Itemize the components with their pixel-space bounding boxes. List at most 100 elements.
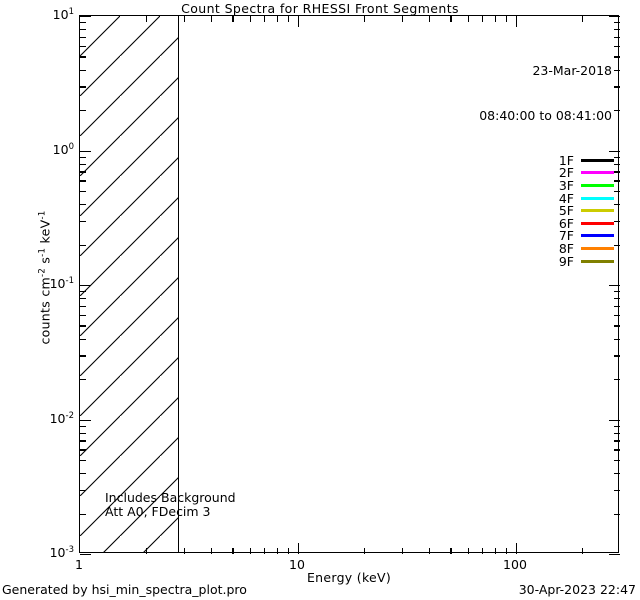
y-major-tick-right: [609, 16, 620, 18]
legend-entry-label: 7F: [558, 228, 574, 244]
hatch-region-boundary-line: [178, 16, 180, 552]
legend-entry-color-swatch: [581, 171, 614, 175]
y-minor-tick: [80, 432, 86, 434]
y-minor-tick-right: [614, 355, 620, 357]
x-minor-tick-top: [581, 16, 583, 22]
y-minor-tick-right: [614, 69, 620, 71]
y-minor-tick: [80, 513, 86, 515]
y-minor-tick: [80, 45, 86, 48]
x-minor-tick: [288, 548, 290, 554]
legend-entry-label: 1F: [558, 152, 574, 168]
y-axis-label-exponent: -3: [65, 544, 74, 555]
y-minor-tick-right: [614, 298, 620, 300]
y-axis-title: counts cm-2 s-1 keV-1: [37, 0, 53, 578]
y-axis-label-base: 10: [49, 545, 66, 560]
y-axis-label-exponent: -1: [65, 275, 74, 286]
x-minor-tick: [467, 548, 469, 554]
legend-date: 23-Mar-2018: [532, 63, 612, 78]
y-minor-tick: [80, 29, 86, 31]
y-major-tick: [80, 285, 91, 287]
x-minor-tick: [232, 548, 234, 554]
y-minor-tick-right: [614, 110, 620, 112]
y-minor-tick: [80, 314, 86, 317]
y-minor-tick: [80, 338, 86, 340]
x-minor-tick: [184, 548, 186, 554]
y-minor-tick: [80, 36, 86, 39]
legend-entry: 7F: [330, 228, 616, 244]
y-axis-label-exponent: 1: [68, 6, 74, 17]
y-minor-tick: [80, 489, 86, 491]
y-minor-tick-right: [614, 220, 620, 222]
y-major-tick-right: [609, 150, 620, 152]
x-axis-label: 100: [503, 557, 527, 572]
legend-entry: 8F: [330, 241, 616, 256]
y-minor-tick: [80, 56, 86, 58]
y-axis-title-mid2: keV: [37, 219, 53, 248]
x-minor-tick: [402, 548, 404, 554]
y-minor-tick: [80, 440, 86, 442]
y-axis-title-exp3: -1: [37, 210, 48, 220]
legend-entry-color-swatch: [581, 196, 614, 200]
x-minor-tick-top: [184, 16, 186, 22]
y-minor-tick-right: [614, 425, 620, 427]
hatch-pattern-svg: [80, 16, 179, 552]
y-axis-title-exp1: -2: [37, 267, 48, 278]
y-minor-tick: [80, 156, 86, 158]
y-minor-tick-right: [614, 204, 620, 206]
y-major-tick: [80, 419, 91, 421]
y-minor-tick: [80, 86, 86, 88]
y-axis-label-exponent: -2: [65, 410, 74, 421]
y-minor-tick: [80, 22, 86, 24]
y-axis-label: 101: [24, 7, 74, 22]
y-minor-tick: [80, 190, 86, 193]
x-minor-tick: [450, 548, 452, 554]
y-minor-tick-right: [614, 338, 620, 340]
y-minor-tick: [80, 171, 86, 173]
x-minor-tick: [506, 548, 508, 554]
y-minor-tick: [80, 459, 86, 462]
x-major-tick: [297, 543, 300, 554]
footer-timestamp: 30-Apr-2023 22:47: [518, 582, 636, 597]
y-minor-tick: [80, 204, 86, 206]
y-minor-tick-right: [614, 379, 620, 381]
plot-annotations: Includes Background Att A0, FDecim 3: [105, 491, 236, 518]
legend-entry: 2F: [330, 165, 616, 180]
y-minor-tick: [80, 325, 86, 327]
x-minor-tick-top: [232, 16, 234, 22]
legend-entry-color-swatch: [581, 246, 614, 250]
y-minor-tick: [80, 291, 86, 293]
x-minor-tick: [429, 548, 431, 554]
x-major-tick-top: [515, 16, 518, 27]
legend-entry: 9F: [330, 254, 616, 269]
x-minor-tick-top: [402, 16, 404, 22]
y-minor-tick: [80, 220, 86, 222]
legend-entry-color-swatch: [581, 259, 614, 263]
x-minor-tick-top: [450, 16, 452, 22]
legend-entry-label: 3F: [558, 177, 574, 193]
y-axis-label: 10-3: [24, 545, 74, 560]
plot-area: [79, 15, 620, 556]
y-minor-tick: [80, 69, 86, 71]
x-minor-tick-top: [482, 16, 484, 22]
y-minor-tick-right: [614, 473, 620, 475]
x-axis-label: 1: [75, 557, 83, 572]
x-major-tick-top: [297, 16, 300, 27]
x-minor-tick-top: [494, 16, 497, 22]
legend-entry: 3F: [330, 177, 616, 193]
y-axis-label: 10-1: [24, 276, 74, 291]
x-minor-tick-top: [276, 16, 279, 22]
x-minor-tick-top: [363, 16, 365, 22]
y-minor-tick-right: [614, 86, 620, 88]
y-axis-label-exponent: 0: [68, 141, 74, 152]
y-minor-tick-right: [614, 180, 620, 182]
x-minor-tick: [482, 548, 484, 554]
y-axis-label-base: 10: [49, 410, 66, 426]
legend-entry-color-swatch: [581, 183, 614, 187]
y-minor-tick-right: [614, 36, 620, 39]
legend-entry-color-swatch: [581, 209, 614, 213]
y-major-tick: [80, 554, 91, 556]
x-minor-tick-top: [249, 16, 251, 22]
y-minor-tick: [80, 244, 86, 246]
y-minor-tick-right: [614, 325, 620, 327]
x-minor-tick: [363, 548, 365, 554]
